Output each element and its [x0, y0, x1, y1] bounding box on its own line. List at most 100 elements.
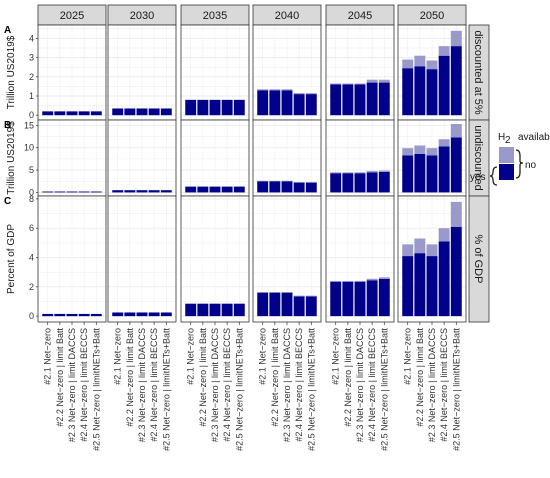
bar-yes	[78, 111, 90, 116]
bar-yes	[185, 186, 197, 193]
panel-letter-B: B	[4, 120, 11, 131]
bar-no	[414, 145, 426, 154]
row-strip-label-C: % of GDP	[472, 235, 484, 284]
panel-A-2050	[397, 24, 467, 121]
bar-yes	[426, 69, 438, 116]
bar-yes	[366, 280, 378, 317]
bar-yes	[221, 303, 233, 317]
bar-yes	[221, 99, 233, 116]
bar-yes	[402, 256, 414, 317]
panel-B-2025	[37, 119, 107, 197]
bar-yes	[78, 191, 90, 193]
legend-title-sub: 2	[505, 135, 511, 146]
bar-yes	[269, 292, 281, 317]
panel-C-2030	[107, 195, 177, 323]
bar-no	[305, 295, 317, 297]
panel-B-2030	[107, 119, 177, 197]
bar-yes	[378, 278, 390, 317]
bar-yes	[366, 82, 378, 116]
x-tick-label: #2.3 Net−zero | limit DACCS	[282, 328, 292, 442]
bar-yes	[293, 296, 305, 317]
x-tick-label: #2.2 Net−zero | limit Batt	[270, 328, 280, 427]
x-tick-label: #2.2 Net−zero | limit Batt	[343, 328, 353, 427]
y-tick-label: 4	[29, 253, 34, 263]
bar-yes	[450, 137, 462, 193]
bar-yes	[209, 99, 221, 116]
bar-yes	[42, 111, 54, 116]
bar-yes	[450, 46, 462, 116]
bar-yes	[42, 191, 54, 193]
bar-yes	[124, 312, 136, 317]
x-tick-label: #2.5 Net−zero | limitNETs+Batt	[91, 328, 101, 451]
bar-yes	[136, 108, 148, 116]
bar-no	[293, 93, 305, 95]
bar-yes	[160, 190, 172, 193]
bar-no	[378, 170, 390, 172]
panel-A-2025	[37, 24, 107, 121]
panel-B-2035	[180, 119, 250, 197]
legend-brace-left	[489, 166, 498, 186]
panel-C-2045	[325, 195, 395, 323]
bar-yes	[54, 111, 66, 116]
bar-no	[269, 89, 281, 91]
bar-yes	[330, 281, 342, 317]
bar-no	[426, 148, 438, 156]
x-tick-label: #2.3 Net−zero | limit DACCS	[210, 328, 220, 442]
panel-B-2045	[325, 119, 395, 197]
bar-yes	[330, 173, 342, 193]
panel-C-2050	[397, 195, 467, 323]
x-tick-label: #2.3 Net−zero | limit DACCS	[427, 328, 437, 442]
bar-yes	[257, 181, 269, 193]
x-tick-label: #2.5 Net−zero | limitNETs+Batt	[161, 328, 171, 451]
facet-label-2025: 2025	[60, 10, 84, 22]
x-tick-label: #2.4 Net−zero | limit BECCS	[222, 328, 232, 442]
bar-yes	[124, 190, 136, 193]
bar-no	[366, 79, 378, 83]
bar-yes	[402, 68, 414, 116]
panel-A-2030	[107, 24, 177, 121]
facet-label-2030: 2030	[130, 10, 154, 22]
facet-label-2050: 2050	[420, 10, 444, 22]
x-tick-label: #2.4 Net−zero | limit BECCS	[439, 328, 449, 442]
bar-no	[342, 172, 354, 174]
bar-no	[281, 89, 293, 91]
bar-yes	[269, 90, 281, 116]
bar-yes	[209, 186, 221, 193]
bar-no	[269, 291, 281, 293]
x-tick-label: #2.2 Net−zero | limit Batt	[198, 328, 208, 427]
x-tick-label: #2.2 Net−zero | limit Batt	[415, 328, 425, 427]
y-tick-label: 15	[24, 120, 34, 130]
bar-yes	[233, 99, 245, 116]
bar-no	[378, 79, 390, 83]
bar-yes	[233, 303, 245, 317]
legend-swatch-no	[499, 147, 514, 163]
row-strip-label-B: undiscounted	[472, 125, 484, 190]
x-tick-label: #2.3 Net−zero | limit DACCS	[355, 328, 365, 442]
x-tick-label: #2.1 Net−zero	[331, 328, 341, 385]
x-tick-label: #2.2 Net−zero | limit Batt	[55, 328, 65, 427]
bar-yes	[330, 84, 342, 116]
bar-yes	[305, 182, 317, 193]
x-tick-label: #2.1 Net−zero	[403, 328, 413, 385]
legend-label-yes: yes	[470, 172, 486, 183]
bar-yes	[66, 111, 78, 116]
x-tick-label: #2.5 Net−zero | limitNETs+Batt	[234, 328, 244, 451]
y-tick-label: 2	[29, 72, 34, 82]
x-tick-label: #2.5 Net−zero | limitNETs+Batt	[306, 328, 316, 451]
bar-no	[402, 244, 414, 257]
legend-title-prefix: H	[498, 132, 505, 143]
bar-yes	[354, 84, 366, 116]
bar-no	[293, 295, 305, 297]
bar-no	[366, 170, 378, 173]
bar-yes	[209, 303, 221, 317]
bar-yes	[148, 108, 160, 116]
x-tick-label: #2.3 Net−zero | limit DACCS	[67, 328, 77, 442]
bar-yes	[112, 190, 124, 193]
bar-yes	[90, 313, 102, 317]
bar-yes	[414, 253, 426, 317]
bar-yes	[450, 226, 462, 317]
row-strip-C	[468, 195, 490, 323]
bar-yes	[136, 190, 148, 193]
